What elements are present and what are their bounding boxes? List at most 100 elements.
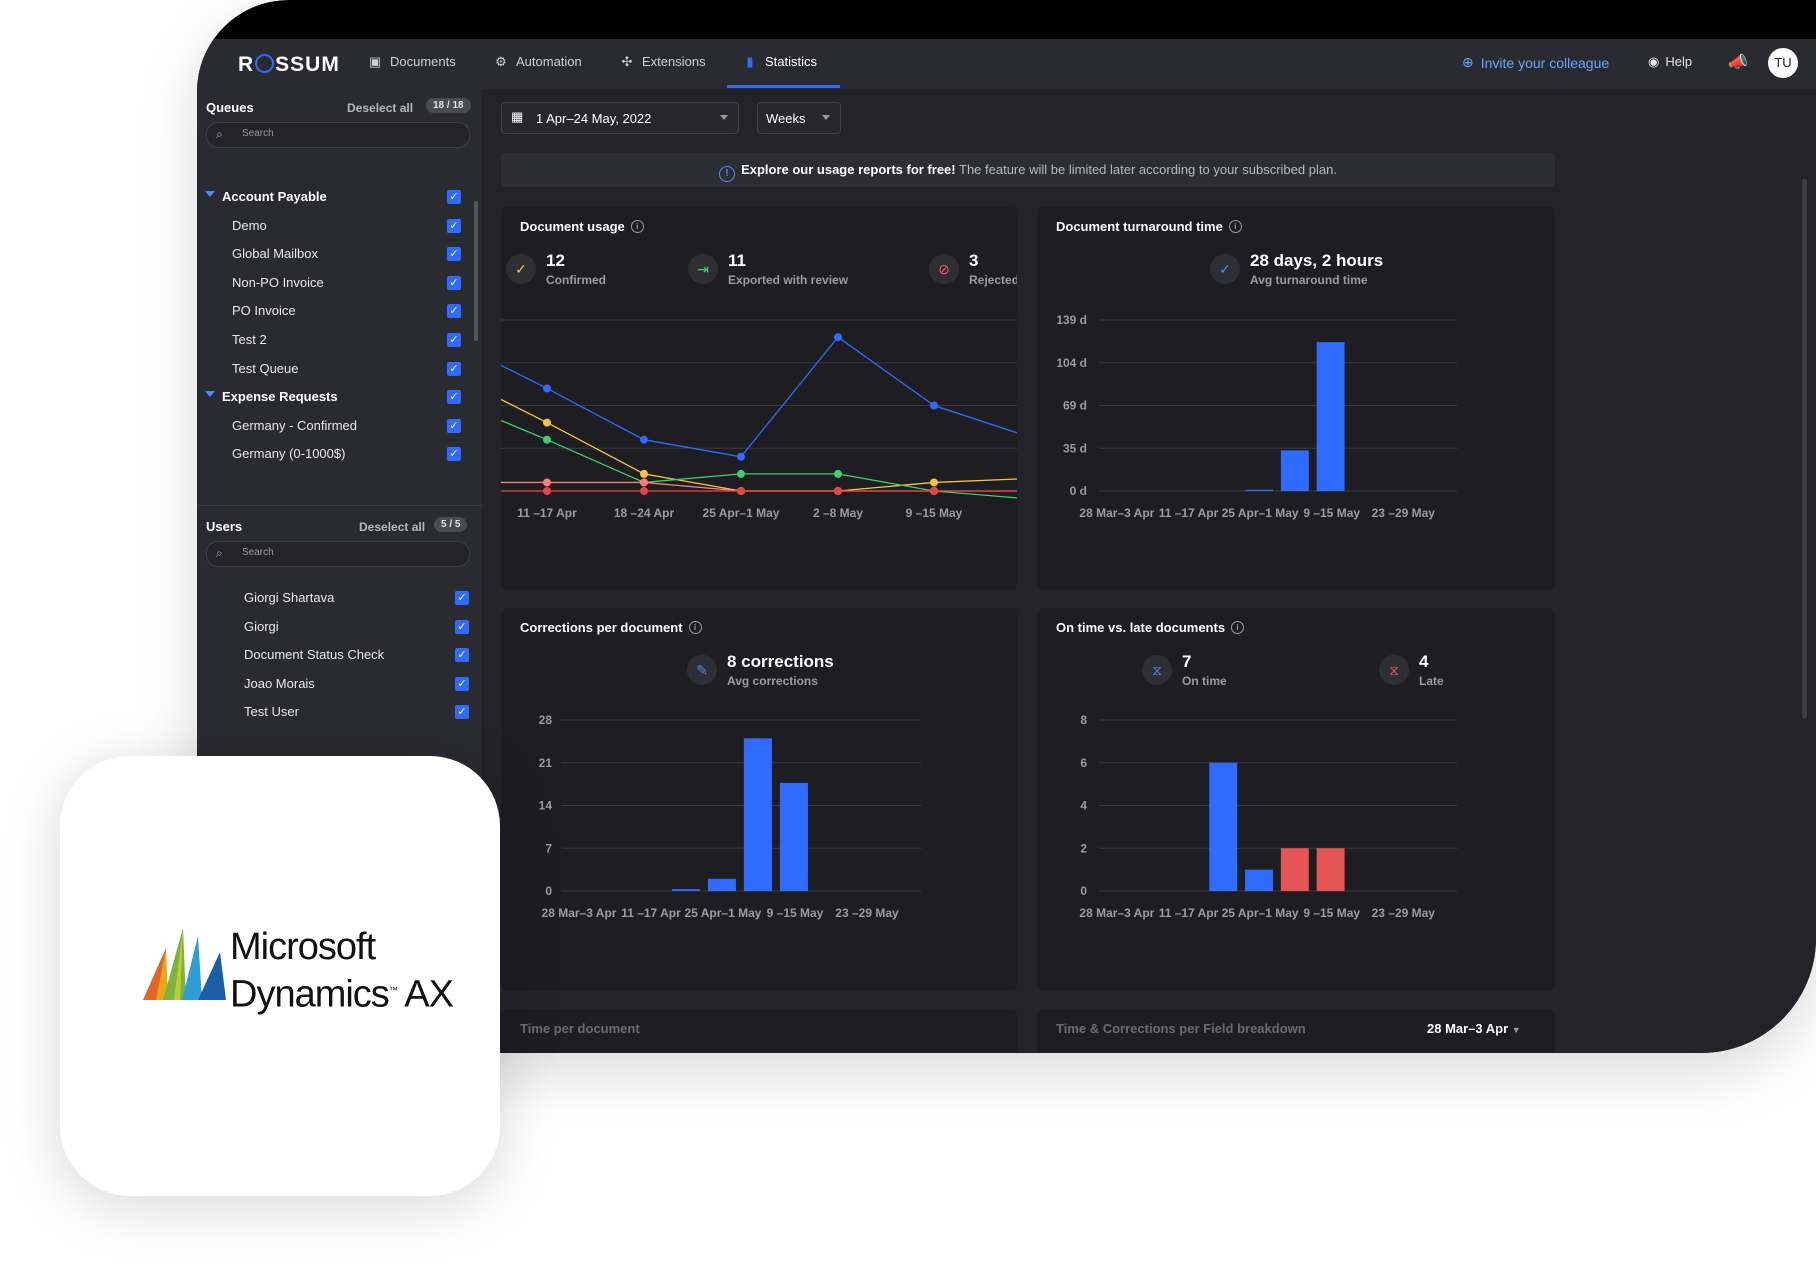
queues-search-input[interactable] xyxy=(240,127,444,140)
turnaround-chart: 0 d 35 d 69 d 104 d 139 d 28 Mar–3 Apr 11 –17 … xyxy=(1056,313,1457,520)
users-deselect-all[interactable]: Deselect all xyxy=(359,520,426,534)
check-icon: ✓ xyxy=(506,254,536,284)
user-label: Giorgi Shartava xyxy=(244,590,335,605)
y-tick-label: 104 d xyxy=(1056,356,1087,370)
queue-checkbox[interactable]: ✓ xyxy=(447,447,461,462)
queue-checkbox[interactable]: ✓ xyxy=(447,190,461,204)
user-label: Document Status Check xyxy=(244,647,385,663)
y-tick-label: 6 xyxy=(1080,756,1087,770)
field-breakdown-period-select[interactable]: 28 Mar–3 Apr ▼ xyxy=(1427,1021,1521,1036)
users-search[interactable]: ⌕ xyxy=(206,541,470,567)
x-tick-label: 11 –17 Apr xyxy=(621,906,681,920)
data-point xyxy=(640,469,648,478)
queues-deselect-all[interactable]: Deselect all xyxy=(347,101,414,115)
queue-item[interactable]: Germany (0-1000$) ✓ xyxy=(197,442,467,466)
queue-checkbox[interactable]: ✓ xyxy=(447,304,461,319)
turnaround-title: Document turnaround time i xyxy=(1056,219,1242,234)
announcements-icon[interactable]: 📣 xyxy=(1728,54,1748,71)
queue-item[interactable]: Test Queue ✓ xyxy=(197,357,467,381)
invite-colleague-button[interactable]: ⊕ Invite your colleague xyxy=(1462,54,1610,71)
info-icon[interactable]: i xyxy=(630,220,644,233)
user-checkbox[interactable]: ✓ xyxy=(455,705,469,720)
x-tick-label: 11 –17 Apr xyxy=(517,506,577,520)
dynamics-ax-wordmark: Microsoft Dynamics™ AX xyxy=(230,926,454,1016)
queue-checkbox[interactable]: ✓ xyxy=(447,275,461,290)
user-checkbox[interactable]: ✓ xyxy=(455,648,469,663)
user-checkbox[interactable]: ✓ xyxy=(455,676,469,691)
queue-item[interactable]: Global Mailbox ✓ xyxy=(197,242,467,266)
users-count-badge: 5 / 5 xyxy=(434,517,468,532)
nav-automation[interactable]: ⚙ Automation xyxy=(493,54,582,69)
queue-item[interactable]: Germany - Confirmed ✓ xyxy=(197,414,467,438)
time-per-document-card: Time per document xyxy=(501,1009,1017,1053)
granularity-select[interactable]: Weeks xyxy=(757,102,841,134)
queue-label: Germany - Confirmed xyxy=(232,417,357,433)
queue-checkbox[interactable]: ✓ xyxy=(447,390,461,405)
queues-scrollbar[interactable] xyxy=(474,201,478,341)
x-tick-label: 23 –29 May xyxy=(1372,906,1436,920)
user-checkbox[interactable]: ✓ xyxy=(455,619,469,634)
data-point xyxy=(834,487,842,495)
bar xyxy=(1316,342,1345,491)
user-item[interactable]: Test User ✓ xyxy=(197,700,469,724)
sidebar-divider xyxy=(197,505,482,506)
bar xyxy=(1280,848,1309,891)
info-icon[interactable]: i xyxy=(1231,621,1245,634)
metric-confirmed: ✓ 12 Confirmed xyxy=(506,251,606,287)
y-tick-label: 4 xyxy=(1080,799,1087,813)
queue-group[interactable]: Expense Requests ✓ xyxy=(197,385,467,409)
field-breakdown-title: Time & Corrections per Field breakdown xyxy=(1056,1021,1306,1036)
users-search-input[interactable] xyxy=(240,546,444,559)
y-tick-label: 139 d xyxy=(1056,313,1087,327)
x-tick-label: 18 –24 Apr xyxy=(614,506,675,520)
data-point xyxy=(737,469,745,478)
queue-label: Demo xyxy=(232,217,267,233)
caret-down-icon[interactable] xyxy=(205,191,215,197)
queue-group[interactable]: Account Payable ✓ xyxy=(197,185,467,209)
queue-item[interactable]: Test 2 ✓ xyxy=(197,328,467,352)
tablet-device: R SSUM ▣ Documents ⚙ Automation ✣ Extensi… xyxy=(197,0,1816,1053)
data-point xyxy=(834,469,842,478)
queue-checkbox[interactable]: ✓ xyxy=(447,218,461,233)
info-icon[interactable]: i xyxy=(1228,220,1242,233)
queue-checkbox[interactable]: ✓ xyxy=(447,418,461,433)
hourglass-icon: ⧖ xyxy=(1379,655,1409,685)
queue-item[interactable]: Demo ✓ xyxy=(197,214,467,238)
queues-heading: Queues xyxy=(206,100,254,115)
queue-checkbox[interactable]: ✓ xyxy=(447,361,461,376)
x-tick-label: 28 Mar–3 Apr xyxy=(1079,906,1154,920)
nav-statistics[interactable]: ▮ Statistics xyxy=(742,54,817,69)
date-range-picker[interactable]: ▦ 1 Apr–24 May, 2022 xyxy=(501,102,739,134)
user-avatar[interactable]: TU xyxy=(1768,48,1798,78)
users-heading: Users xyxy=(206,519,243,534)
metric-exported: ⇥ 11 Exported with review xyxy=(688,251,848,287)
data-point xyxy=(640,435,648,444)
user-label: Joao Morais xyxy=(244,675,315,691)
bar xyxy=(707,878,736,891)
bar xyxy=(1280,450,1309,491)
rossum-logo[interactable]: R SSUM xyxy=(238,53,340,76)
queues-search[interactable]: ⌕ xyxy=(206,122,470,148)
caret-down-icon[interactable] xyxy=(205,391,215,398)
user-item[interactable]: Joao Morais ✓ xyxy=(197,672,469,696)
queue-item[interactable]: Non-PO Invoice ✓ xyxy=(197,271,467,295)
nav-documents[interactable]: ▣ Documents xyxy=(368,53,456,69)
user-item[interactable]: Document Status Check ✓ xyxy=(197,643,469,667)
help-button[interactable]: ◉ Help xyxy=(1648,54,1693,69)
queue-checkbox[interactable]: ✓ xyxy=(447,333,461,347)
queue-item[interactable]: PO Invoice ✓ xyxy=(197,299,467,323)
user-item[interactable]: Giorgi ✓ xyxy=(197,615,469,639)
active-tab-indicator xyxy=(727,85,840,88)
x-tick-label: 11 –17 Apr xyxy=(1159,906,1219,920)
y-tick-label: 0 d xyxy=(1070,484,1087,498)
bar xyxy=(1316,848,1345,891)
info-icon[interactable]: i xyxy=(688,621,702,634)
main-scrollbar[interactable] xyxy=(1802,179,1807,719)
data-point xyxy=(930,487,938,495)
x-tick-label: 28 Mar–3 Apr xyxy=(542,906,617,920)
user-item[interactable]: Giorgi Shartava ✓ xyxy=(197,586,469,610)
user-checkbox[interactable]: ✓ xyxy=(455,591,469,605)
nav-extensions[interactable]: ✣ Extensions xyxy=(619,54,706,69)
queue-checkbox[interactable]: ✓ xyxy=(447,247,461,262)
corrections-card: Corrections per document i ✎ 8 correction… xyxy=(501,608,1017,991)
